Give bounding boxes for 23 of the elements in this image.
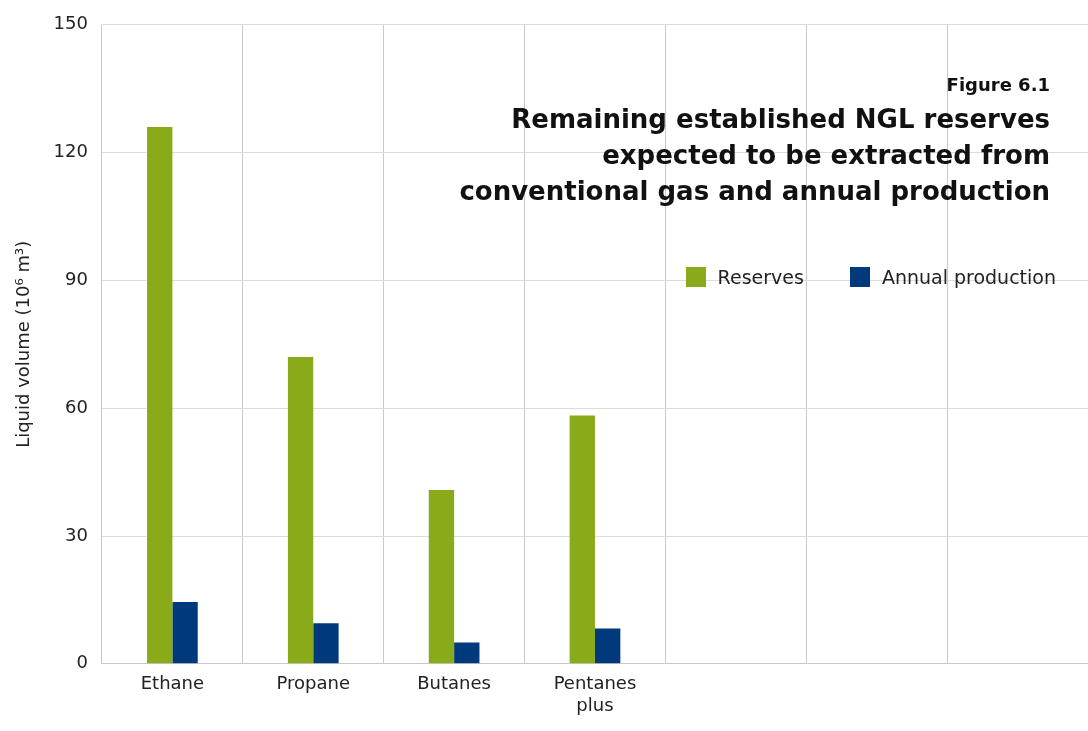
y-axis-title: Liquid volume (10⁶ m³) bbox=[12, 240, 34, 448]
bar bbox=[569, 415, 595, 664]
text: Figure 6.1 bbox=[945, 74, 1050, 95]
legend-label: Annual production bbox=[881, 266, 1056, 288]
legend-label: Reserves bbox=[717, 266, 804, 288]
y-tick-label: 0 bbox=[76, 651, 88, 673]
y-tick-label: 90 bbox=[65, 268, 88, 290]
x-tick-label: Butanes bbox=[417, 672, 491, 694]
x-tick-label: Ethane bbox=[140, 672, 205, 694]
y-tick-label: 120 bbox=[53, 140, 88, 162]
bar bbox=[428, 489, 455, 664]
x-tick-label: Pentanes plus bbox=[553, 672, 637, 715]
bar bbox=[594, 628, 621, 664]
text: Remaining established NGL reserves expected to be extracted from conventional gas and annual production bbox=[458, 103, 1050, 208]
y-tick-label: 60 bbox=[65, 395, 88, 417]
bar bbox=[172, 602, 198, 664]
x-tick-label: Propane bbox=[276, 672, 350, 694]
bar bbox=[313, 623, 339, 664]
bar bbox=[147, 127, 173, 664]
bar bbox=[287, 357, 314, 664]
y-tick-label: 30 bbox=[65, 523, 88, 545]
y-tick-label: 150 bbox=[53, 12, 88, 34]
bar bbox=[454, 642, 480, 664]
